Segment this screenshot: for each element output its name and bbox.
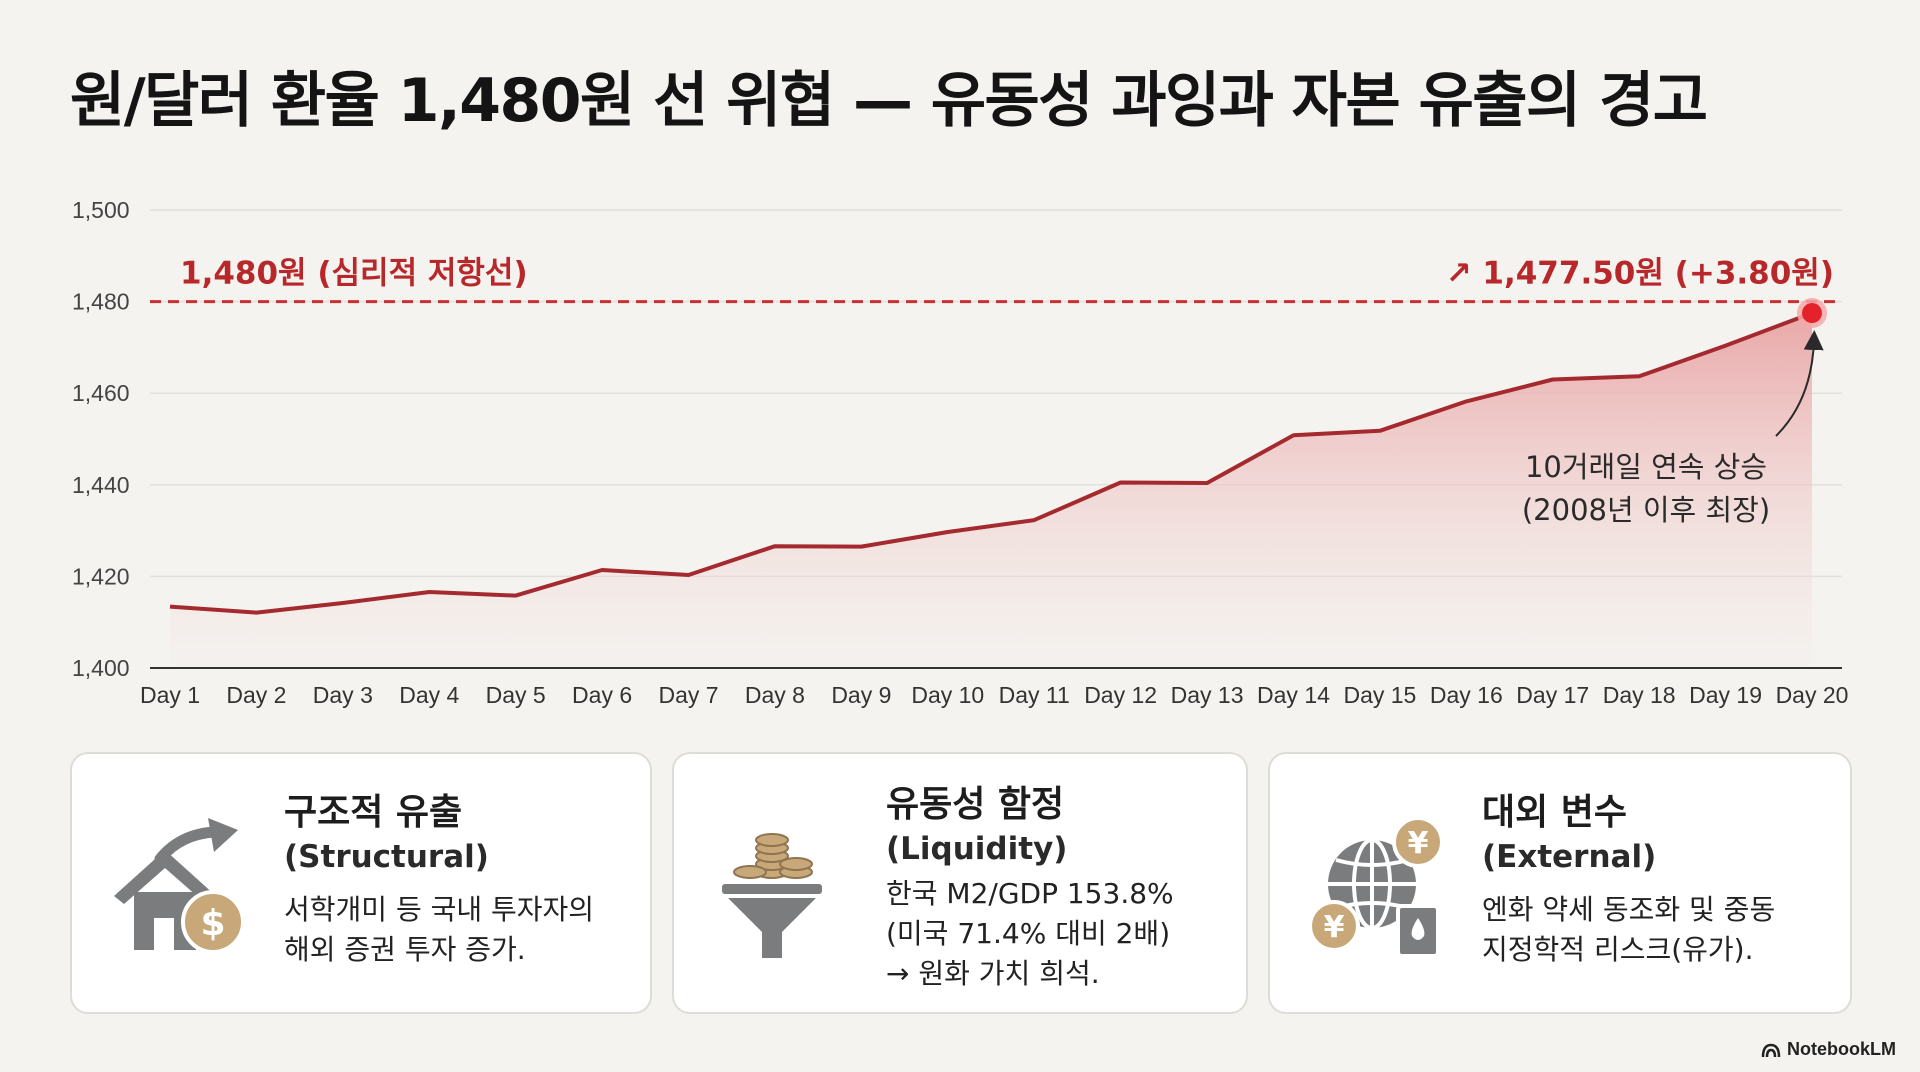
footer-brand-label: NotebookLM <box>1787 1039 1896 1059</box>
x-tick-label: Day 11 <box>999 682 1070 708</box>
series-line <box>169 311 1813 615</box>
y-tick-label: 1,460 <box>72 380 130 406</box>
x-tick-label: Day 1 <box>140 682 200 708</box>
y-tick-label: 1,480 <box>72 289 130 315</box>
card-title: 유동성 함정 <box>886 784 1065 825</box>
annotation-line-2: (2008년 이후 최장) <box>1522 493 1770 527</box>
svg-text:¥: ¥ <box>1408 826 1429 861</box>
annotation-line-1: 10거래일 연속 상승 <box>1525 450 1767 484</box>
y-tick-label: 1,440 <box>72 472 130 498</box>
series-area <box>170 313 1812 668</box>
x-tick-label: Day 6 <box>572 682 632 708</box>
y-tick-label: 1,400 <box>72 655 130 681</box>
globe-yen-oil-icon: ¥ ¥ <box>1308 816 1444 958</box>
x-tick-label: Day 9 <box>831 682 891 708</box>
card-description: 엔화 약세 동조화 및 중동 지정학적 리스크(유가). <box>1482 893 1776 966</box>
card-title: 대외 변수 <box>1482 792 1628 833</box>
x-tick-label: Day 3 <box>313 682 373 708</box>
y-tick-label: 1,420 <box>72 563 130 589</box>
resistance-label: 1,480원 (심리적 저항선) <box>180 256 528 292</box>
x-tick-label: Day 7 <box>658 682 718 708</box>
house-dollar-icon: $ <box>114 818 245 954</box>
last-point-label: ↗ 1,477.50원 (+3.80원) <box>1446 256 1834 292</box>
x-tick-label: Day 10 <box>911 682 984 708</box>
x-tick-label: Day 16 <box>1430 682 1503 708</box>
y-axis-ticks: 1,400 1,420 1,440 1,460 1,480 1,500 <box>72 197 130 681</box>
x-tick-label: Day 2 <box>226 682 286 708</box>
footer-brand: NotebookLM <box>1761 1039 1896 1060</box>
svg-text:¥: ¥ <box>1324 910 1345 945</box>
card-liquidity: 유동성 함정 (Liquidity) 한국 M2/GDP 153.8% (미국 … <box>672 752 1248 1014</box>
last-point-marker <box>1802 303 1822 324</box>
svg-text:$: $ <box>200 903 225 944</box>
notebooklm-logo-icon <box>1761 1043 1781 1057</box>
x-tick-label: Day 12 <box>1084 682 1157 708</box>
y-tick-label: 1,500 <box>72 197 130 223</box>
x-tick-label: Day 8 <box>745 682 805 708</box>
card-subtitle: (Liquidity) <box>886 831 1068 867</box>
x-tick-label: Day 20 <box>1776 682 1849 708</box>
x-tick-label: Day 5 <box>486 682 546 708</box>
card-structural: $ 구조적 유출 (Structural) 서학개미 등 국내 투자자의 해외 … <box>70 752 652 1014</box>
x-tick-label: Day 19 <box>1689 682 1762 708</box>
card-subtitle: (Structural) <box>284 839 489 875</box>
x-tick-label: Day 4 <box>399 682 459 708</box>
coin-funnel-icon <box>722 833 822 958</box>
card-description: 서학개미 등 국내 투자자의 해외 증권 투자 증가. <box>284 893 595 966</box>
exchange-rate-chart: 1,400 1,420 1,440 1,460 1,480 1,500 1,480원 (심… <box>72 197 1848 708</box>
x-tick-label: Day 13 <box>1171 682 1244 708</box>
x-tick-label: Day 15 <box>1343 682 1416 708</box>
x-tick-label: Day 14 <box>1257 682 1330 708</box>
page-title: 원/달러 환율 1,480원 선 위협 — 유동성 과잉과 자본 유출의 경고 <box>70 66 1708 136</box>
x-tick-label: Day 18 <box>1603 682 1676 708</box>
x-tick-label: Day 17 <box>1516 682 1589 708</box>
card-description: 한국 M2/GDP 153.8% (미국 71.4% 대비 2배) → 원화 가… <box>886 877 1174 990</box>
callout-arrow <box>1775 330 1824 437</box>
card-subtitle: (External) <box>1482 839 1657 875</box>
card-external: ¥ ¥ 대외 변수 (External) 엔화 약세 동조화 및 중동 지정학적… <box>1268 752 1852 1014</box>
x-axis-labels: Day 1 Day 2 Day 3 Day 4 Day 5 Day 6 Day 7 Day 8… <box>140 682 1848 708</box>
card-title: 구조적 유출 <box>284 792 463 833</box>
